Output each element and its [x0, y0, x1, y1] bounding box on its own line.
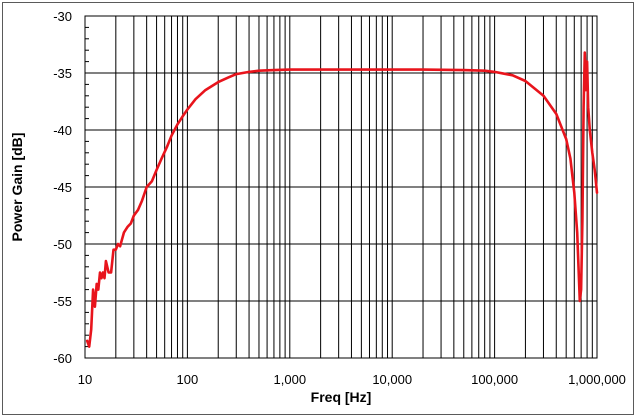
- x-tick-label: 100: [177, 372, 199, 387]
- x-axis-title: Freq [Hz]: [311, 389, 372, 405]
- series-layer: [85, 51, 599, 348]
- grid: [84, 15, 597, 359]
- y-tick-label: -45: [53, 180, 72, 195]
- y-axis-ticks: -30 -35 -40 -45 -50 -55 -60: [53, 9, 72, 366]
- x-tick-label: 1,000: [274, 372, 307, 387]
- y-tick-label: -30: [53, 9, 72, 24]
- y-tick-label: -55: [53, 294, 72, 309]
- y-axis-title: Power Gain [dB]: [9, 133, 25, 242]
- y-tick-label: -60: [53, 351, 72, 366]
- x-axis-ticks: 10 100 1,000 10,000 100,000 1,000,000: [78, 372, 626, 387]
- x-tick-label: 10: [78, 372, 92, 387]
- x-tick-label: 1,000,000: [568, 372, 626, 387]
- y-tick-label: -35: [53, 66, 72, 81]
- x-tick-label: 100,000: [471, 372, 518, 387]
- series-line: [85, 51, 599, 348]
- x-tick-label: 10,000: [372, 372, 412, 387]
- y-tick-label: -50: [53, 237, 72, 252]
- y-tick-label: -40: [53, 123, 72, 138]
